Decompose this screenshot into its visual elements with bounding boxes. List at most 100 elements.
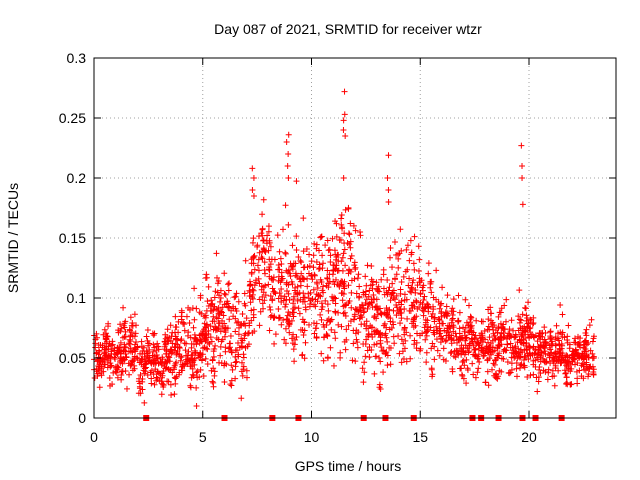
data-point: [338, 258, 345, 265]
data-point: [525, 320, 532, 327]
data-point: [242, 344, 249, 351]
data-point: [460, 357, 467, 364]
y-tick-label: 0.05: [59, 350, 86, 366]
data-point: [221, 270, 228, 277]
data-point: [433, 323, 440, 330]
data-point: [552, 342, 559, 349]
data-point: [368, 263, 375, 270]
data-point: [506, 370, 513, 377]
y-tick-label: 0.15: [59, 230, 86, 246]
data-point: [398, 279, 405, 286]
data-point: [172, 380, 179, 387]
data-point: [515, 313, 522, 320]
data-point: [144, 350, 151, 357]
data-point: [266, 327, 273, 334]
data-point: [213, 334, 220, 341]
data-point: [153, 352, 160, 359]
data-point: [378, 276, 385, 283]
data-point: [308, 272, 315, 279]
data-point: [241, 300, 248, 307]
data-point: [570, 348, 577, 355]
y-tick-label: 0: [78, 410, 86, 426]
data-point: [119, 334, 126, 341]
data-point: [308, 258, 315, 265]
data-point: [342, 206, 349, 213]
data-point: [213, 306, 220, 313]
data-point: [307, 289, 314, 296]
data-point: [324, 274, 331, 281]
data-point: [410, 277, 417, 284]
data-point: [115, 329, 122, 336]
data-point: [202, 328, 209, 335]
data-point: [190, 324, 197, 331]
data-point: [578, 373, 585, 380]
data-point: [313, 258, 320, 265]
data-point: [109, 338, 116, 345]
data-point: [377, 340, 384, 347]
data-point: [446, 322, 453, 329]
data-point: [400, 273, 407, 280]
data-point: [336, 283, 343, 290]
data-point: [407, 355, 414, 362]
data-point: [391, 340, 398, 347]
data-point: [350, 222, 357, 229]
data-point: [413, 297, 420, 304]
data-point: [527, 344, 534, 351]
data-point: [125, 360, 132, 367]
data-point: [297, 275, 304, 282]
data-point: [117, 355, 124, 362]
data-point: [576, 367, 583, 374]
data-point: [148, 375, 155, 382]
data-point: [154, 376, 161, 383]
data-point: [339, 254, 346, 261]
data-point: [110, 369, 117, 376]
data-point: [423, 359, 430, 366]
data-point: [393, 271, 400, 278]
data-point: [225, 287, 232, 294]
data-point: [350, 340, 357, 347]
data-point: [133, 339, 140, 346]
data-point: [121, 320, 128, 327]
data-point: [144, 326, 151, 333]
data-point: [380, 369, 387, 376]
y-tick-label: 0.1: [67, 290, 87, 306]
data-point: [436, 330, 443, 337]
data-point: [249, 187, 256, 193]
data-point: [217, 287, 224, 294]
data-point: [362, 353, 369, 360]
data-point: [463, 334, 470, 341]
data-point: [196, 309, 203, 316]
data-point: [402, 337, 409, 344]
data-point: [118, 325, 125, 332]
data-point: [268, 256, 275, 263]
data-point: [153, 343, 160, 350]
data-point: [512, 334, 519, 341]
data-point: [534, 388, 541, 395]
data-point: [139, 386, 146, 393]
data-point: [501, 346, 508, 353]
data-point: [295, 305, 302, 312]
data-point: [517, 317, 524, 324]
data-point: [162, 365, 169, 372]
data-point: [521, 323, 528, 330]
data-point: [217, 298, 224, 305]
data-point: [354, 275, 361, 282]
data-point: [278, 321, 285, 328]
data-point: [301, 319, 308, 326]
data-point: [389, 280, 396, 287]
data-point: [224, 298, 231, 305]
data-point: [131, 362, 138, 369]
data-point: [141, 370, 148, 377]
data-point: [492, 336, 499, 343]
data-point: [384, 291, 391, 298]
data-point: [207, 323, 214, 330]
data-point: [151, 344, 158, 351]
data-point: [471, 347, 478, 354]
data-point: [516, 316, 523, 323]
data-point: [306, 251, 313, 258]
data-point: [317, 311, 324, 318]
data-point: [396, 350, 403, 357]
data-point: [524, 374, 531, 381]
data-point: [522, 353, 529, 360]
